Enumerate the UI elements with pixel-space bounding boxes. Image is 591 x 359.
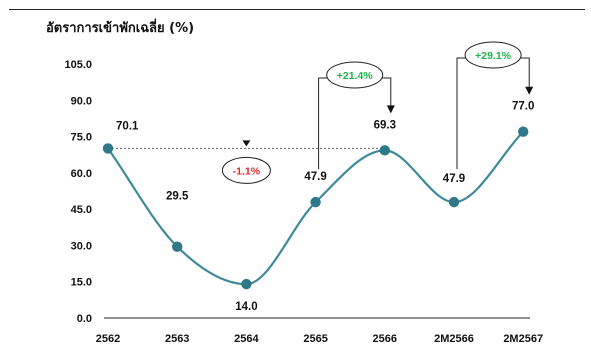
- y-tick-label: 60.0: [71, 168, 92, 180]
- change-label: +29.1%: [475, 50, 512, 62]
- change-bracket: [456, 57, 530, 170]
- data-label: 47.9: [304, 171, 326, 183]
- data-label: 70.1: [116, 120, 139, 132]
- data-label: 29.5: [166, 191, 189, 203]
- data-point: [448, 196, 460, 208]
- data-point: [241, 278, 252, 290]
- change-bubble: [326, 61, 384, 89]
- change-bubble: [221, 156, 271, 184]
- change-bubble: [464, 41, 522, 69]
- series-line: [107, 130, 524, 286]
- y-axis-ticks: 0.0 15.0 30.0 45.0 60.0 75.0 90.0 105.0: [64, 59, 92, 325]
- change-label: +21.4%: [337, 70, 374, 82]
- x-axis-ticks: 2562 2563 2564 2565 2566 2M2566 2M2567: [96, 333, 543, 345]
- data-point: [102, 143, 114, 154]
- y-tick-label: 45.0: [71, 204, 92, 216]
- data-labels: 70.1 29.5 14.0 47.9 69.3 47.9 77.0: [116, 101, 534, 313]
- x-tick-label: 2562: [96, 333, 120, 345]
- data-point: [172, 241, 183, 252]
- data-point: [379, 145, 390, 156]
- y-tick-label: 0.0: [77, 313, 92, 325]
- y-tick-label: 105.0: [64, 59, 92, 71]
- y-tick-label: 90.0: [71, 95, 92, 107]
- x-tick-label: 2M2566: [434, 333, 474, 345]
- change-label: -1.1%: [233, 165, 261, 177]
- x-tick-label: 2565: [303, 333, 327, 345]
- data-points: [102, 126, 529, 290]
- y-tick-label: 30.0: [71, 240, 92, 252]
- arrow-down-icon: [386, 105, 395, 114]
- data-label: 47.9: [443, 173, 465, 185]
- data-label: 69.3: [374, 119, 396, 131]
- data-label: 77.0: [512, 101, 534, 113]
- y-tick-label: 75.0: [71, 132, 92, 144]
- data-point: [518, 126, 529, 137]
- x-tick-label: 2566: [373, 333, 397, 345]
- data-point: [310, 196, 321, 208]
- down-triangle-icon: [242, 140, 251, 147]
- change-annotations: -1.1% +21.4% +29.1%: [108, 41, 534, 184]
- arrow-down-icon: [525, 86, 534, 95]
- x-tick-label: 2563: [165, 333, 189, 345]
- top-rule: [9, 9, 585, 10]
- data-label: 14.0: [235, 301, 257, 313]
- y-tick-label: 15.0: [71, 277, 92, 289]
- x-tick-label: 2M2567: [503, 333, 543, 345]
- chart-title: อัตราการเข้าพักเฉลี่ย (%): [46, 21, 195, 36]
- x-tick-label: 2564: [234, 333, 259, 345]
